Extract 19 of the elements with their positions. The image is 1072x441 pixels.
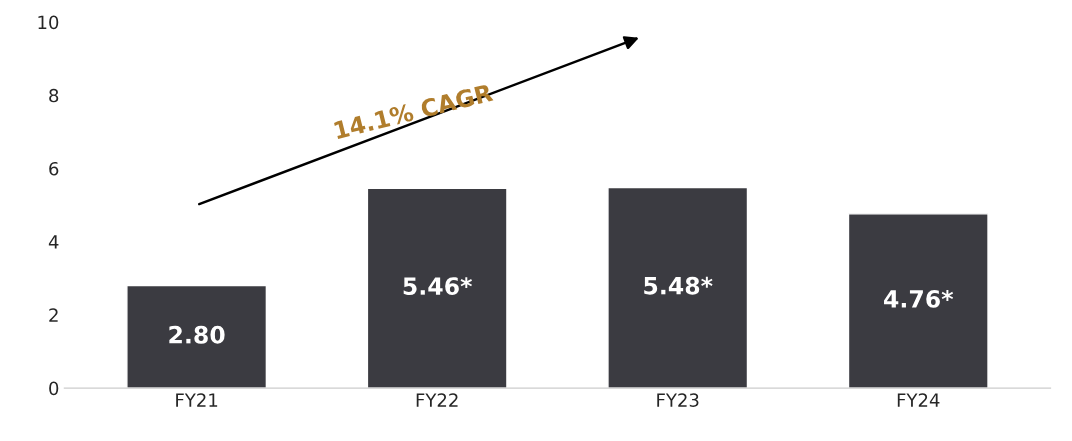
data-label: 2.80	[169, 325, 225, 344]
y-tick-label: 0	[49, 381, 59, 396]
y-tick-label: 8	[49, 88, 59, 103]
x-tick-label: FY21	[176, 393, 218, 407]
y-tick-label: 4	[48, 235, 59, 249]
bar	[847, 213, 989, 389]
y-tick-label: 2	[49, 308, 58, 322]
y-tick-label: 10	[38, 15, 59, 30]
bar	[607, 186, 749, 389]
x-tick-label: FY23	[657, 393, 699, 407]
bar	[126, 284, 268, 389]
data-label: 5.48*	[644, 276, 713, 295]
data-label: 5.46*	[403, 277, 472, 295]
y-tick-label: 6	[49, 161, 59, 176]
x-tick-label: FY22	[416, 393, 458, 407]
data-label: 4.76*	[884, 289, 954, 308]
annotation: 14.1% CAGR	[333, 83, 494, 140]
bar	[366, 187, 508, 389]
x-tick-label: FY24	[897, 393, 940, 407]
